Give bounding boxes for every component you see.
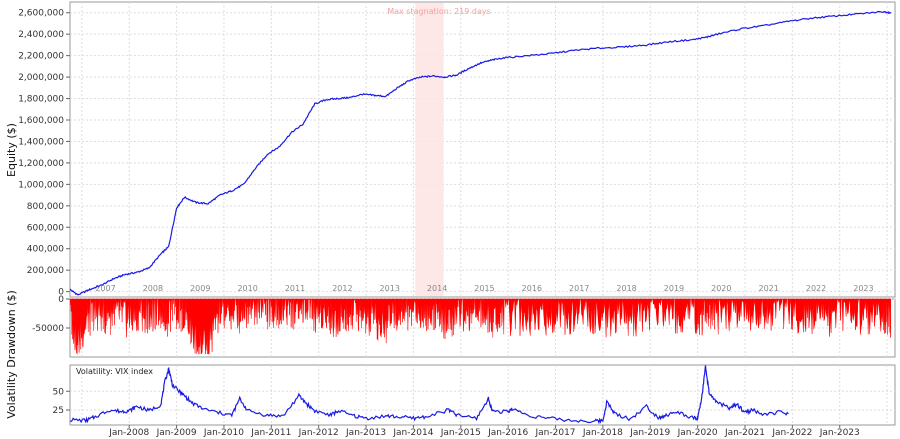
- x-tick-label: Jan-2019: [629, 428, 670, 438]
- year-label: 2023: [853, 284, 873, 293]
- x-tick-label: Jan-2020: [677, 428, 718, 438]
- x-tick-label: Jan-2010: [203, 428, 244, 438]
- year-label: 2012: [332, 284, 352, 293]
- year-label: 2018: [616, 284, 636, 293]
- y-tick-label: 1,000,000: [18, 180, 64, 190]
- x-tick-label: Jan-2015: [440, 428, 481, 438]
- volatility-axis-label: Volatility: [5, 371, 18, 419]
- drawdown-area: [70, 298, 892, 355]
- stagnation-band: [415, 3, 444, 296]
- y-tick-label: 1,600,000: [18, 116, 64, 126]
- x-tick-label: Jan-2009: [156, 428, 197, 438]
- y-tick-label: 1,400,000: [18, 137, 64, 147]
- equity-series-line: [69, 10, 892, 296]
- y-tick-label: 600,000: [27, 223, 64, 233]
- volatility-panel: [69, 364, 896, 426]
- y-tick-label: 2,000,000: [18, 73, 64, 83]
- year-label: 2011: [285, 284, 305, 293]
- x-tick-label: Jan-2022: [771, 428, 812, 438]
- x-tick-label: Jan-2016: [487, 428, 528, 438]
- year-label: 2021: [759, 284, 779, 293]
- equity-panel: [69, 1, 896, 298]
- year-label: 2019: [664, 284, 684, 293]
- x-tick-label: Jan-2012: [298, 428, 339, 438]
- year-label: 2009: [190, 284, 210, 293]
- vix-series-line: [69, 365, 789, 425]
- x-tick-label: Jan-2011: [250, 428, 291, 438]
- y-tick-label: 2,600,000: [18, 9, 64, 19]
- x-tick-label: Jan-2023: [819, 428, 860, 438]
- y-tick-label: 1,800,000: [18, 95, 64, 105]
- year-label: 2008: [143, 284, 163, 293]
- y-tick-label: -50000: [32, 324, 64, 334]
- x-tick-label: Jan-2014: [392, 428, 433, 438]
- y-tick-label: 400,000: [27, 245, 64, 255]
- x-tick-label: Jan-2018: [582, 428, 623, 438]
- y-tick-label: 1,200,000: [18, 159, 64, 169]
- year-label: 2015: [474, 284, 494, 293]
- y-tick-label: 800,000: [27, 202, 64, 212]
- year-label: 2013: [380, 284, 400, 293]
- year-label: 2016: [522, 284, 542, 293]
- x-tick-label: Jan-2017: [535, 428, 576, 438]
- year-label: 2014: [427, 284, 447, 293]
- y-tick-label: 25: [53, 406, 64, 416]
- x-tick-label: Jan-2021: [724, 428, 765, 438]
- year-label: 2020: [711, 284, 731, 293]
- volatility-legend: Volatility: VIX index: [76, 367, 153, 376]
- y-tick-label: 0: [58, 295, 64, 305]
- year-label: 2022: [806, 284, 826, 293]
- x-tick-label: Jan-2008: [108, 428, 149, 438]
- year-label: 2017: [569, 284, 589, 293]
- year-label: 2007: [95, 284, 115, 293]
- equity-axis-label: Equity ($): [5, 123, 18, 177]
- y-tick-label: 50: [53, 387, 65, 397]
- stagnation-label: Max stagnation: 219 days: [387, 7, 491, 16]
- y-tick-label: 2,200,000: [18, 52, 64, 62]
- y-tick-label: 2,400,000: [18, 30, 64, 40]
- year-label: 2010: [237, 284, 257, 293]
- y-tick-label: 200,000: [27, 266, 64, 276]
- y-tick-label: 0: [58, 288, 64, 298]
- drawdown-axis-label: Drawdown ($): [5, 290, 18, 368]
- x-tick-label: Jan-2013: [345, 428, 386, 438]
